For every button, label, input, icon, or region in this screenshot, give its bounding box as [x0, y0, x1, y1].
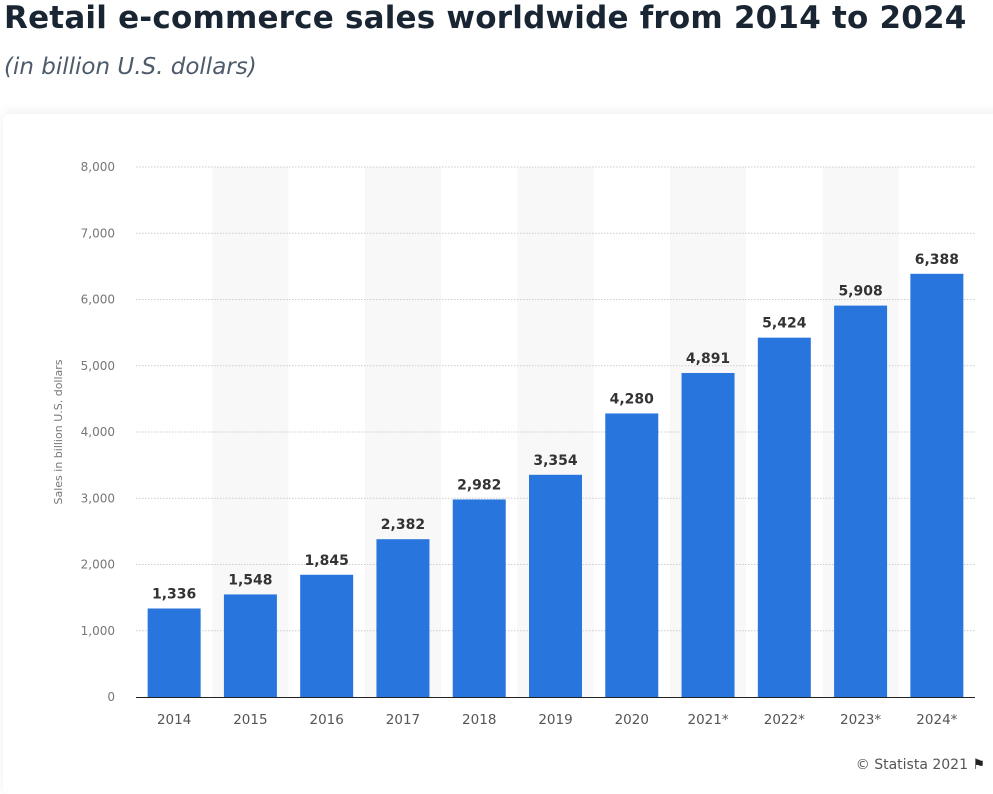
bar: [452, 499, 506, 697]
bar: [910, 273, 964, 697]
data-label: 1,336: [152, 586, 196, 602]
y-tick-label: 3,000: [81, 491, 115, 505]
bar: [300, 574, 354, 697]
y-tick-label: 0: [107, 690, 115, 704]
bar: [147, 608, 201, 697]
bar: [834, 305, 888, 697]
x-tick-label: 2019: [538, 712, 572, 728]
bar: [757, 337, 811, 697]
x-tick-label: 2017: [386, 712, 420, 728]
x-tick-label: 2018: [462, 712, 496, 728]
chart-title: Retail e-commerce sales worldwide from 2…: [4, 0, 967, 36]
y-tick-label: 4,000: [81, 425, 115, 439]
data-label: 2,382: [381, 517, 425, 533]
data-label: 3,354: [533, 453, 578, 469]
x-tick-label: 2020: [615, 712, 649, 728]
data-label: 2,982: [457, 477, 501, 493]
bar: [223, 594, 277, 697]
x-tick-label: 2024*: [916, 712, 957, 728]
x-tick-label: 2014: [157, 712, 191, 728]
bar: [681, 372, 735, 697]
x-tick-label: 2015: [233, 712, 267, 728]
flag-icon[interactable]: ⚑: [972, 757, 985, 773]
data-label: 5,424: [762, 316, 807, 332]
x-tick-label: 2021*: [687, 712, 728, 728]
bar: [376, 539, 430, 697]
y-tick-label: 6,000: [81, 293, 115, 307]
data-label: 1,845: [305, 553, 349, 569]
x-tick-label: 2022*: [764, 712, 805, 728]
chart-subtitle: (in billion U.S. dollars): [4, 54, 257, 80]
credit-text: © Statista 2021: [855, 757, 968, 773]
credit[interactable]: © Statista 2021 ⚑: [856, 757, 985, 773]
x-tick-label: 2023*: [840, 712, 881, 728]
data-label: 5,908: [838, 284, 882, 300]
y-tick-label: 5,000: [81, 359, 115, 373]
data-label: 4,280: [610, 391, 655, 407]
bar: [605, 413, 659, 697]
y-tick-label: 1,000: [81, 624, 115, 638]
data-label: 6,388: [915, 252, 959, 268]
y-tick-label: 8,000: [81, 160, 115, 174]
y-tick-label: 2,000: [81, 558, 115, 572]
y-axis-label: Sales in billion U.S. dollars: [52, 359, 65, 504]
data-label: 4,891: [686, 351, 730, 367]
data-label: 1,548: [228, 572, 272, 588]
x-tick-label: 2016: [310, 712, 344, 728]
y-tick-label: 7,000: [81, 226, 115, 240]
bar: [529, 474, 582, 697]
